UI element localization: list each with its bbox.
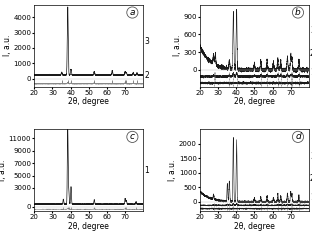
Text: 3: 3 bbox=[310, 152, 312, 161]
Text: 3: 3 bbox=[310, 26, 312, 35]
Text: b: b bbox=[295, 8, 301, 17]
Text: 3: 3 bbox=[144, 37, 149, 46]
Text: 1: 1 bbox=[144, 165, 149, 174]
Text: 2: 2 bbox=[310, 174, 312, 183]
Text: 2: 2 bbox=[310, 49, 312, 58]
Text: 1: 1 bbox=[310, 68, 312, 77]
Text: 1: 1 bbox=[310, 192, 312, 201]
Text: 2: 2 bbox=[144, 71, 149, 80]
Y-axis label: I, a.u.: I, a.u. bbox=[3, 35, 12, 56]
Text: d: d bbox=[295, 132, 301, 141]
Y-axis label: I, a.u.: I, a.u. bbox=[173, 35, 182, 56]
X-axis label: 2θ, degree: 2θ, degree bbox=[234, 97, 275, 106]
X-axis label: 2θ, degree: 2θ, degree bbox=[68, 222, 109, 231]
Text: a: a bbox=[129, 8, 135, 17]
X-axis label: 2θ, degree: 2θ, degree bbox=[234, 222, 275, 231]
Text: c: c bbox=[130, 132, 135, 141]
Y-axis label: I, a.u.: I, a.u. bbox=[0, 159, 7, 181]
X-axis label: 2θ, degree: 2θ, degree bbox=[68, 97, 109, 106]
Y-axis label: I, a.u.: I, a.u. bbox=[168, 159, 177, 181]
